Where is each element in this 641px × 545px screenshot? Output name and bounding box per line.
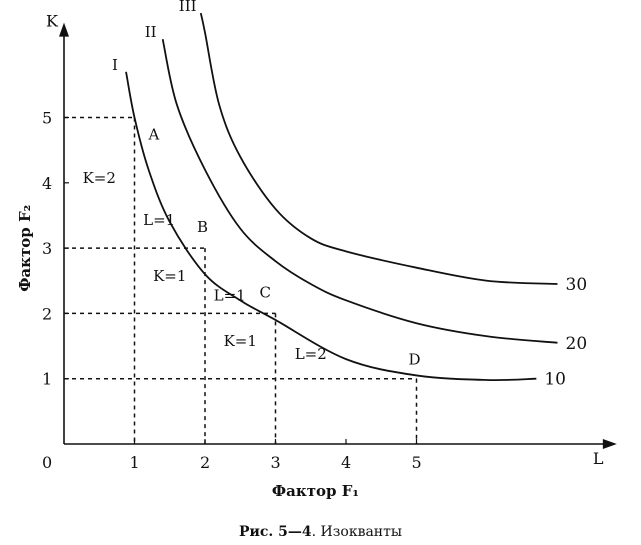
step-annotation: K=1 xyxy=(224,332,257,350)
x-tick-label: 4 xyxy=(341,453,351,472)
chart-svg: L K 0 1 2 3 4 5 1 2 3 4 5 Фактор F₁ Фактор F₂ I 10 II 20 II… xyxy=(16,0,617,500)
step-annotation: L=2 xyxy=(295,345,327,363)
isoquant-curve-II xyxy=(161,38,558,344)
curve-label-III: III xyxy=(179,0,197,15)
curve-output-label: 10 xyxy=(544,370,566,390)
x-axis-title: Фактор F₁ xyxy=(272,482,359,500)
x-tick-label: 1 xyxy=(130,453,140,472)
curve-label-II: II xyxy=(145,23,157,41)
x-tick-label: 3 xyxy=(271,453,281,472)
step-annotation: L=1 xyxy=(143,211,175,229)
y-axis-title: Фактор F₂ xyxy=(16,205,34,292)
step-annotation: K=1 xyxy=(153,267,186,285)
x-axis-letter: L xyxy=(593,449,604,468)
origin-label: 0 xyxy=(42,453,52,472)
point-label-A: A xyxy=(148,126,160,144)
isoquant-curve-III xyxy=(199,12,558,285)
x-axis-arrow xyxy=(602,439,617,449)
figure-caption: Рис. 5—4. Изокванты xyxy=(0,524,641,540)
isoquant-curve-I xyxy=(125,71,537,382)
y-tick-label: 1 xyxy=(42,370,52,389)
y-axis-arrow xyxy=(59,22,69,37)
curve-label-I: I xyxy=(112,56,118,74)
curve-output-label: 30 xyxy=(566,275,588,295)
caption-rest: . Изокванты xyxy=(311,524,403,540)
x-tick-label: 5 xyxy=(412,453,422,472)
step-annotation: K=2 xyxy=(83,169,116,187)
y-tick-label: 3 xyxy=(42,239,52,258)
caption-bold: Рис. 5—4 xyxy=(238,524,312,540)
point-label-D: D xyxy=(409,351,421,369)
point-label-C: C xyxy=(260,283,271,301)
y-tick-label: 2 xyxy=(42,304,52,323)
y-tick-label: 4 xyxy=(42,174,52,193)
x-tick-label: 2 xyxy=(200,453,210,472)
point-label-B: B xyxy=(197,218,208,236)
step-annotation: L=1 xyxy=(214,286,246,304)
y-axis-letter: K xyxy=(46,12,59,31)
curve-output-label: 20 xyxy=(566,334,588,354)
y-tick-label: 5 xyxy=(42,109,52,128)
